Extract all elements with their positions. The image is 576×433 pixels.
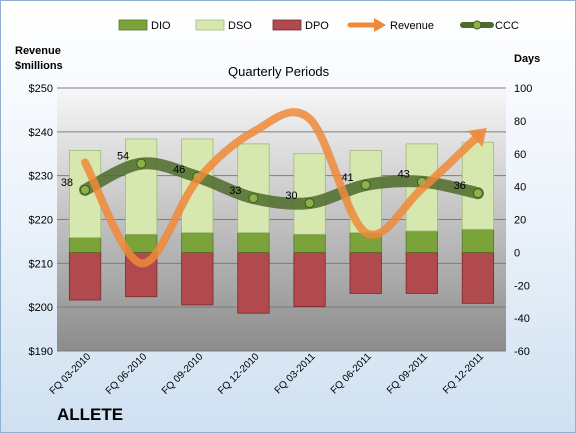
right-tick-label: -60 [514,346,530,358]
ccc-data-label: 54 [117,151,129,163]
legend-swatch-dpo [272,19,302,31]
bar-dpo [68,251,102,301]
bar-dso [237,143,270,234]
left-tick-label: $210 [29,258,53,270]
right-axis-label: Days [514,53,541,65]
left-tick-label: $240 [29,127,53,139]
ccc-data-label: 30 [285,190,297,202]
left-tick-label: $220 [29,215,53,227]
bar-dpo [405,251,438,294]
ccc-point [248,193,259,204]
ccc-data-label: 41 [341,172,353,184]
ccc-data-label: 36 [454,180,466,192]
left-tick-label: $250 [29,83,53,95]
right-tick-label: -20 [514,280,530,292]
x-tick-label: FQ 03-2010 [48,351,94,397]
bar-dpo [237,251,270,314]
right-tick-label: 80 [514,116,526,128]
company-name: ALLETE [57,405,124,424]
revenue-arrowhead [467,128,487,147]
left-tick-label: $190 [29,346,53,358]
bar-dpo [293,251,326,308]
ccc-point [360,179,371,190]
right-tick-label: 60 [514,149,526,161]
ccc-data-label: 33 [229,185,241,197]
x-tick-label: FQ 06-2011 [329,351,374,396]
x-tick-label: FQ 12-2010 [216,351,262,397]
left-tick-label: $230 [29,171,53,183]
bar-dso [125,138,158,235]
x-tick-label: FQ 09-2011 [385,351,430,396]
legend-label-dpo: DPO [305,20,329,32]
ccc-point [472,188,483,199]
right-tick-label: 0 [514,247,520,259]
x-tick-label: FQ 03-2011 [273,351,318,396]
legend-marker-ccc [472,20,482,30]
right-tick-label: 20 [514,215,526,227]
revenue-line [81,108,482,268]
bar-dpo [181,251,214,306]
left-axis-label-line1: Revenue [15,45,61,57]
bar-dio [293,233,326,253]
x-tick-label: FQ 09-2010 [160,351,206,397]
x-tick-label: FQ 06-2010 [104,351,150,397]
bar-dio [181,232,214,253]
left-tick-label: $200 [29,302,53,314]
legend-label-revenue: Revenue [390,20,434,32]
bar-dpo [349,251,382,294]
bar-dso [293,153,326,235]
bar-dio [405,230,438,253]
bar-dio [461,228,495,253]
legend-label-ccc: CCC [495,20,519,32]
legend-label-dso: DSO [228,20,252,32]
chart-title: Quarterly Periods [228,64,330,79]
ccc-data-label: 38 [61,177,73,189]
ccc-point [304,198,315,209]
legend-swatch-dio [118,19,148,31]
ccc-data-label: 43 [398,169,410,181]
legend-arrowhead [374,18,386,32]
right-tick-label: 100 [514,83,532,95]
ccc-point [80,184,91,195]
right-tick-label: -40 [514,313,530,325]
bar-dio [237,232,270,253]
left-axis-label-line2: $millions [15,60,63,72]
legend-swatch-dso [195,19,225,31]
ccc-data-label: 46 [173,164,185,176]
legend-label-dio: DIO [151,20,171,32]
ccc-point [136,158,147,169]
right-tick-label: 40 [514,182,526,194]
bar-dpo [461,251,495,304]
x-tick-label: FQ 12-2011 [441,351,486,396]
bar-dio [68,237,102,253]
